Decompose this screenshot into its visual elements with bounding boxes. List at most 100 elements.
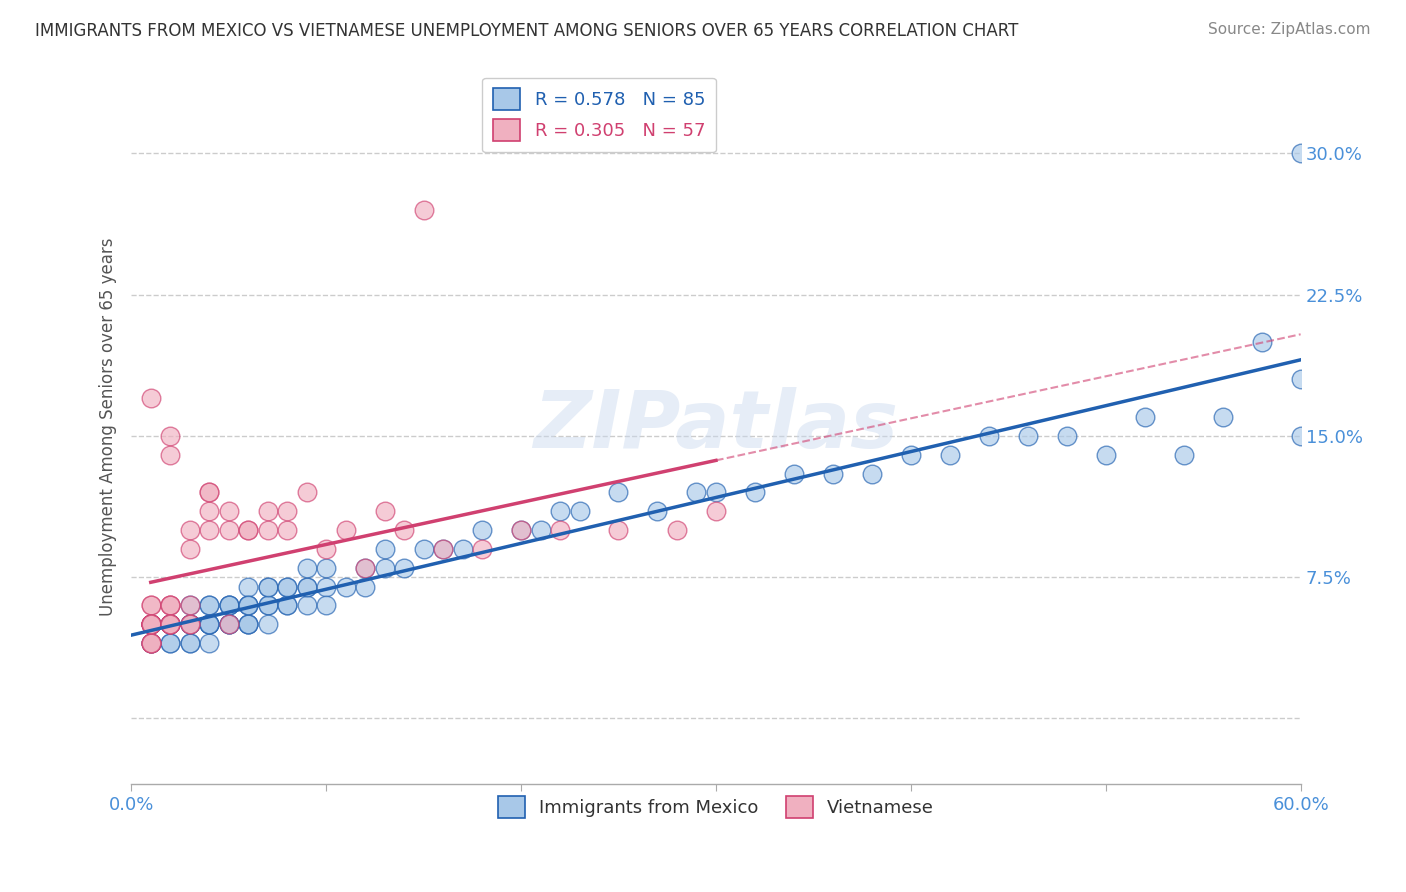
Text: Source: ZipAtlas.com: Source: ZipAtlas.com — [1208, 22, 1371, 37]
Point — [256, 504, 278, 518]
Point — [139, 636, 162, 650]
Point — [821, 467, 844, 481]
Point — [179, 636, 201, 650]
Point — [198, 617, 221, 632]
Point — [295, 485, 318, 500]
Point — [295, 580, 318, 594]
Point — [568, 504, 591, 518]
Point — [238, 599, 260, 613]
Point — [198, 599, 221, 613]
Point — [218, 599, 240, 613]
Point — [159, 617, 181, 632]
Point — [704, 504, 727, 518]
Point — [159, 599, 181, 613]
Point — [238, 617, 260, 632]
Point — [179, 617, 201, 632]
Point — [139, 617, 162, 632]
Point — [1173, 448, 1195, 462]
Point — [392, 561, 415, 575]
Point — [139, 617, 162, 632]
Point — [179, 617, 201, 632]
Point — [276, 580, 298, 594]
Point — [218, 617, 240, 632]
Point — [977, 429, 1000, 443]
Point — [139, 617, 162, 632]
Point — [159, 617, 181, 632]
Point — [238, 617, 260, 632]
Point — [198, 485, 221, 500]
Point — [256, 523, 278, 537]
Point — [198, 599, 221, 613]
Point — [374, 561, 396, 575]
Point — [276, 599, 298, 613]
Point — [315, 541, 337, 556]
Point — [704, 485, 727, 500]
Point — [238, 599, 260, 613]
Point — [139, 617, 162, 632]
Point — [276, 523, 298, 537]
Point — [510, 523, 533, 537]
Point — [1056, 429, 1078, 443]
Point — [159, 617, 181, 632]
Point — [179, 541, 201, 556]
Point — [238, 523, 260, 537]
Point — [139, 636, 162, 650]
Point — [412, 202, 434, 217]
Point — [665, 523, 688, 537]
Legend: Immigrants from Mexico, Vietnamese: Immigrants from Mexico, Vietnamese — [491, 789, 942, 825]
Point — [900, 448, 922, 462]
Point — [139, 636, 162, 650]
Point — [256, 599, 278, 613]
Point — [238, 617, 260, 632]
Point — [198, 504, 221, 518]
Point — [548, 523, 571, 537]
Point — [354, 561, 377, 575]
Point — [471, 541, 494, 556]
Point — [198, 523, 221, 537]
Point — [159, 599, 181, 613]
Point — [432, 541, 454, 556]
Point — [198, 485, 221, 500]
Point — [159, 636, 181, 650]
Point — [179, 617, 201, 632]
Point — [179, 523, 201, 537]
Point — [315, 599, 337, 613]
Point — [335, 580, 357, 594]
Point — [139, 617, 162, 632]
Point — [548, 504, 571, 518]
Point — [374, 504, 396, 518]
Point — [159, 429, 181, 443]
Point — [685, 485, 707, 500]
Point — [218, 617, 240, 632]
Point — [139, 599, 162, 613]
Point — [139, 617, 162, 632]
Point — [335, 523, 357, 537]
Point — [139, 617, 162, 632]
Point — [139, 636, 162, 650]
Point — [159, 617, 181, 632]
Point — [276, 599, 298, 613]
Point — [860, 467, 883, 481]
Point — [159, 599, 181, 613]
Point — [315, 580, 337, 594]
Point — [159, 617, 181, 632]
Point — [1017, 429, 1039, 443]
Point — [256, 580, 278, 594]
Point — [276, 580, 298, 594]
Point — [218, 599, 240, 613]
Point — [1212, 410, 1234, 425]
Point — [179, 617, 201, 632]
Point — [354, 561, 377, 575]
Text: ZIPatlas: ZIPatlas — [533, 387, 898, 466]
Point — [744, 485, 766, 500]
Point — [529, 523, 551, 537]
Point — [451, 541, 474, 556]
Point — [1289, 146, 1312, 161]
Point — [295, 580, 318, 594]
Point — [218, 617, 240, 632]
Point — [256, 580, 278, 594]
Point — [412, 541, 434, 556]
Point — [139, 617, 162, 632]
Text: IMMIGRANTS FROM MEXICO VS VIETNAMESE UNEMPLOYMENT AMONG SENIORS OVER 65 YEARS CO: IMMIGRANTS FROM MEXICO VS VIETNAMESE UNE… — [35, 22, 1018, 40]
Point — [1250, 334, 1272, 349]
